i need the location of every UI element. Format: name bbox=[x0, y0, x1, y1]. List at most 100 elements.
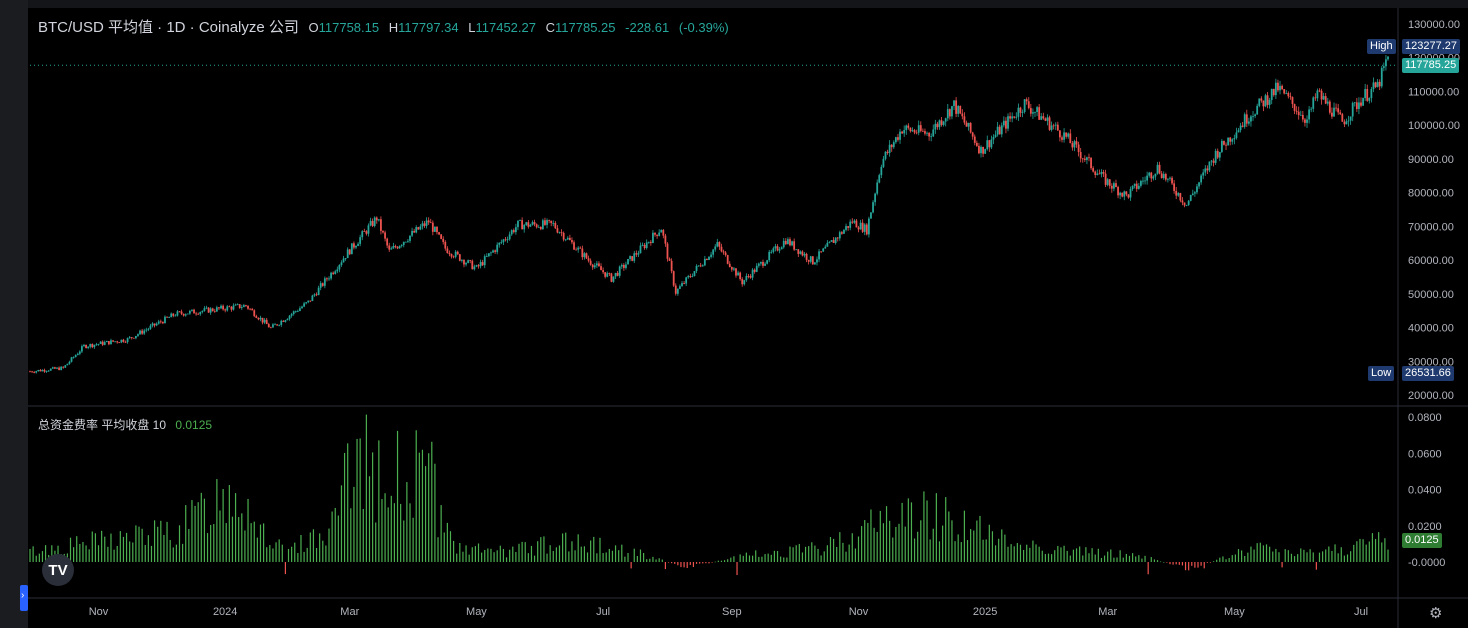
funding-tick-label: 0.0200 bbox=[1408, 521, 1442, 533]
candle-body bbox=[1007, 116, 1009, 129]
candle-body bbox=[537, 226, 540, 228]
funding-bar bbox=[780, 556, 782, 562]
symbol-title[interactable]: BTC/USD 平均值 · 1D · Coinalyze 公司 bbox=[38, 19, 299, 36]
candle-body bbox=[1206, 168, 1209, 171]
candle-body bbox=[915, 132, 918, 134]
funding-bar bbox=[272, 548, 274, 562]
candle-body bbox=[1079, 152, 1082, 159]
candle-body bbox=[344, 258, 347, 259]
candle-body bbox=[134, 335, 137, 339]
candle-body bbox=[1314, 97, 1317, 99]
candle-body bbox=[139, 330, 141, 335]
funding-bar bbox=[786, 557, 788, 562]
collapse-panel-button[interactable]: › bbox=[20, 585, 28, 611]
candle-body bbox=[764, 263, 766, 266]
candle-body bbox=[888, 144, 891, 153]
funding-bar bbox=[300, 534, 302, 562]
candle-body bbox=[782, 240, 785, 248]
funding-bar bbox=[1156, 560, 1159, 562]
funding-bar bbox=[343, 452, 346, 562]
price-tick-label: 60000.00 bbox=[1408, 255, 1454, 267]
candle-body bbox=[1279, 85, 1281, 91]
candle-body bbox=[215, 307, 218, 312]
candle-body bbox=[1220, 140, 1223, 152]
candle-body bbox=[1038, 107, 1041, 120]
indicator-title[interactable]: 总资金费率 平均收盘 10 bbox=[38, 418, 167, 432]
candle-body bbox=[323, 278, 326, 286]
candle-body bbox=[1115, 183, 1117, 187]
left-toolbar-strip bbox=[0, 0, 28, 628]
candle-body bbox=[1121, 192, 1124, 197]
change-value: -228.61 bbox=[625, 20, 670, 35]
candle-body bbox=[566, 237, 569, 240]
candle-body bbox=[1295, 110, 1298, 112]
candle-body bbox=[346, 249, 349, 259]
candle-body bbox=[1318, 90, 1321, 92]
candle-body bbox=[205, 307, 208, 309]
funding-bar bbox=[1321, 551, 1324, 562]
candle-body bbox=[394, 246, 397, 248]
time-tick-label: May bbox=[1224, 606, 1245, 618]
funding-bar bbox=[437, 537, 439, 562]
candle-body bbox=[224, 309, 227, 311]
candle-body bbox=[780, 247, 783, 250]
candle-body bbox=[863, 224, 866, 232]
tradingview-logo-icon[interactable]: TV bbox=[42, 554, 74, 586]
candle-body bbox=[1382, 66, 1385, 68]
candle-body bbox=[674, 285, 677, 294]
candle-body bbox=[656, 234, 658, 236]
funding-bar bbox=[988, 524, 990, 562]
candle-body bbox=[649, 241, 652, 243]
candle-body bbox=[1125, 191, 1128, 195]
candle-body bbox=[203, 308, 206, 311]
candle-body bbox=[1227, 137, 1230, 146]
candle-body bbox=[886, 151, 889, 153]
candle-body bbox=[957, 106, 960, 114]
candle-body bbox=[286, 318, 289, 321]
funding-bar bbox=[213, 524, 215, 562]
candle-body bbox=[440, 234, 443, 239]
funding-bar bbox=[562, 533, 564, 562]
funding-bar bbox=[723, 560, 726, 562]
candle-body bbox=[737, 272, 739, 276]
candle-body bbox=[498, 242, 501, 245]
candle-body bbox=[434, 226, 436, 232]
candle-body bbox=[1166, 178, 1169, 180]
candle-body bbox=[834, 237, 837, 243]
candle-body bbox=[417, 227, 420, 230]
funding-bar bbox=[82, 542, 84, 562]
candle-body bbox=[132, 337, 135, 339]
candle-body bbox=[988, 140, 991, 148]
candle-body bbox=[1347, 120, 1350, 122]
candle-body bbox=[693, 271, 696, 277]
gear-icon[interactable]: ⚙ bbox=[1429, 605, 1443, 622]
candle-body bbox=[595, 263, 598, 266]
funding-bar bbox=[505, 557, 508, 562]
candle-body bbox=[1183, 202, 1186, 206]
candle-body bbox=[1104, 173, 1107, 185]
funding-bar bbox=[590, 540, 592, 562]
candle-body bbox=[1274, 82, 1277, 96]
candle-body bbox=[583, 253, 586, 258]
funding-bar bbox=[378, 440, 380, 562]
candle-body bbox=[1193, 192, 1196, 194]
funding-bar bbox=[188, 528, 190, 562]
funding-bar bbox=[727, 559, 729, 562]
low-value: 117452.27 bbox=[475, 20, 537, 35]
candle-body bbox=[919, 125, 922, 131]
funding-bar bbox=[1178, 562, 1180, 565]
chart-frame[interactable] bbox=[28, 8, 1468, 628]
candle-body bbox=[720, 246, 723, 252]
candle-body bbox=[425, 220, 428, 226]
funding-bar bbox=[244, 530, 246, 562]
funding-bar bbox=[1225, 559, 1227, 562]
candle-body bbox=[1198, 182, 1200, 187]
candle-body bbox=[1380, 67, 1383, 87]
candle-body bbox=[485, 256, 488, 257]
candle-body bbox=[1254, 114, 1257, 117]
candle-body bbox=[458, 254, 461, 261]
candle-body bbox=[770, 251, 773, 253]
funding-bar bbox=[630, 562, 632, 569]
candle-body bbox=[878, 175, 881, 183]
